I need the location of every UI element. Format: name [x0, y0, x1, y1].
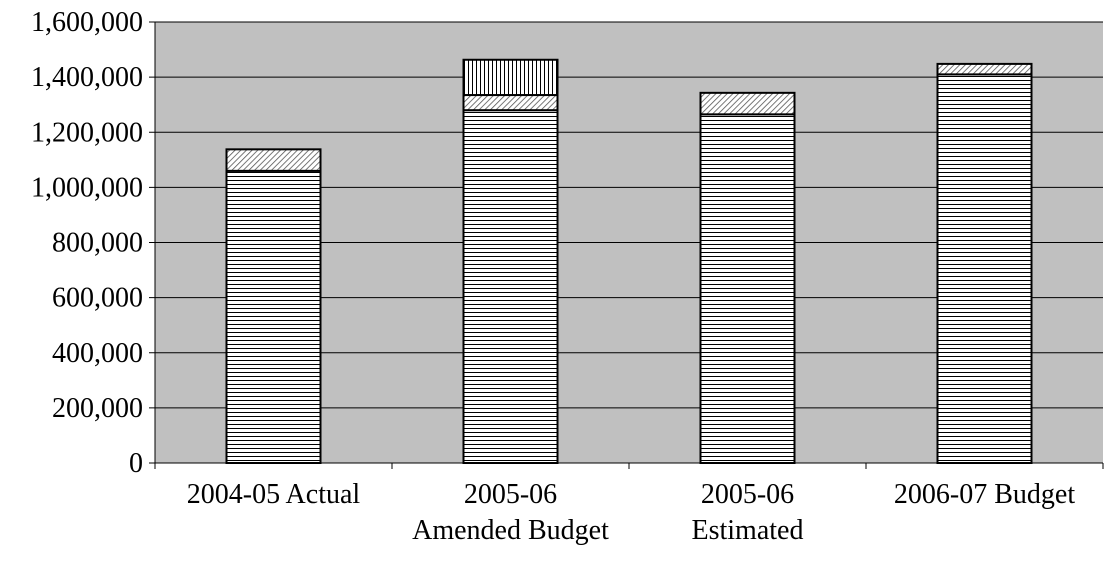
x-category-label: 2005-06	[464, 479, 557, 510]
bar-segment-diagonal-hatch	[462, 94, 559, 112]
y-tick-label: 600,000	[52, 283, 143, 314]
axes	[149, 21, 1104, 469]
x-category-label: 2004-05 Actual	[187, 479, 361, 510]
y-tick-label: 1,400,000	[31, 62, 143, 93]
y-tick-label: 1,600,000	[31, 7, 143, 38]
bar-segment-vertical-lines	[462, 58, 559, 97]
bar-segment-diagonal-hatch	[699, 91, 796, 116]
bar-segment-horizontal-lines	[462, 109, 559, 464]
x-category-label: Estimated	[692, 515, 804, 546]
x-category-label: 2005-06	[701, 479, 794, 510]
bar-segment-horizontal-lines	[699, 113, 796, 464]
bar-segment-horizontal-lines	[936, 73, 1033, 465]
x-category-labels: 2004-05 Actual 2005-06 Amended Budget 2005-…	[187, 479, 1076, 546]
y-tick-label: 800,000	[52, 228, 143, 259]
y-tick-label: 400,000	[52, 338, 143, 369]
bar-segment-horizontal-lines	[225, 169, 322, 464]
y-tick-label: 1,200,000	[31, 117, 143, 148]
x-category-label: 2006-07 Budget	[894, 479, 1075, 510]
y-tick-label: 0	[129, 448, 143, 479]
y-tick-labels: 0 200,000 400,000 600,000 800,000 1,000,000 1,…	[31, 7, 143, 479]
y-tick-label: 200,000	[52, 393, 143, 424]
y-tick-label: 1,000,000	[31, 172, 143, 203]
bar-segment-diagonal-hatch	[936, 62, 1033, 76]
bar-segment-diagonal-hatch	[225, 148, 322, 172]
bars	[225, 58, 1033, 465]
x-category-label: Amended Budget	[412, 515, 609, 546]
